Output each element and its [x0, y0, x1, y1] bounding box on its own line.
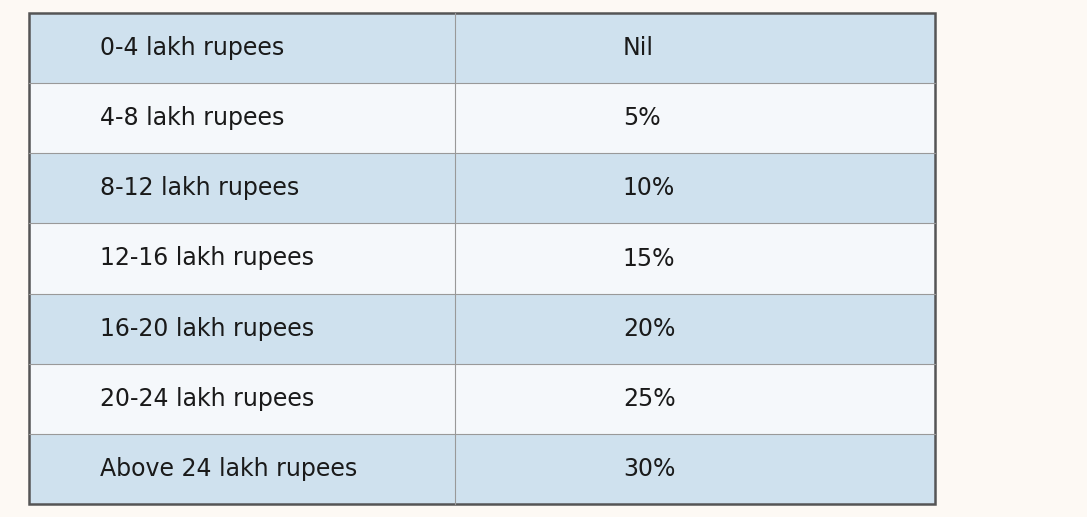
Text: 8-12 lakh rupees: 8-12 lakh rupees [100, 176, 299, 200]
FancyBboxPatch shape [29, 223, 935, 294]
Text: Nil: Nil [623, 36, 654, 60]
FancyBboxPatch shape [29, 294, 935, 364]
Text: 0-4 lakh rupees: 0-4 lakh rupees [100, 36, 285, 60]
Text: 10%: 10% [623, 176, 675, 200]
Text: 25%: 25% [623, 387, 675, 411]
FancyBboxPatch shape [29, 13, 935, 83]
FancyBboxPatch shape [29, 153, 935, 223]
Text: 12-16 lakh rupees: 12-16 lakh rupees [100, 247, 314, 270]
Text: 20%: 20% [623, 317, 675, 341]
Text: Above 24 lakh rupees: Above 24 lakh rupees [100, 457, 358, 481]
Text: 20-24 lakh rupees: 20-24 lakh rupees [100, 387, 314, 411]
FancyBboxPatch shape [29, 364, 935, 434]
Text: 15%: 15% [623, 247, 675, 270]
FancyBboxPatch shape [29, 434, 935, 504]
FancyBboxPatch shape [29, 83, 935, 153]
Text: 4-8 lakh rupees: 4-8 lakh rupees [100, 106, 285, 130]
Text: 30%: 30% [623, 457, 675, 481]
Text: 5%: 5% [623, 106, 661, 130]
Text: 16-20 lakh rupees: 16-20 lakh rupees [100, 317, 314, 341]
